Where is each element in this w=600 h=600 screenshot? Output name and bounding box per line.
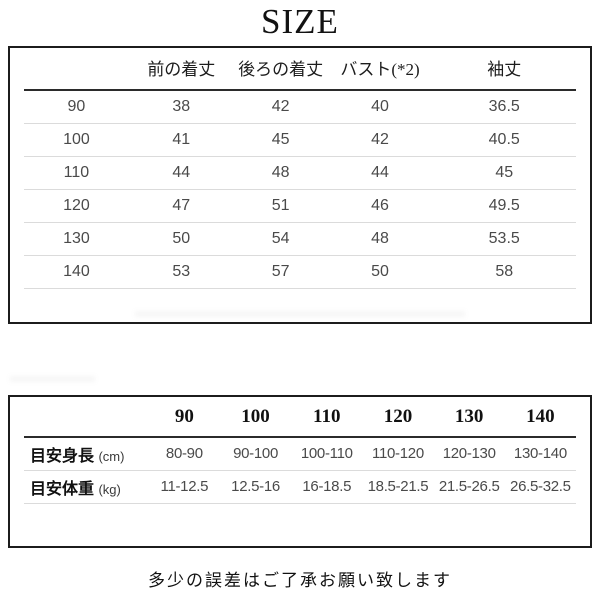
table-cell: 12.5-16 [219,470,292,504]
table-cell: 53 [128,255,234,289]
table-cell: 57 [233,255,328,289]
column-header-bust: バスト(*2) [327,48,433,91]
row-label-unit: (kg) [98,481,121,497]
table-cell: 47 [128,189,234,223]
table-row: 130 50 54 48 53.5 [24,222,576,256]
table-cell: 120-130 [433,437,505,471]
table-cell: 40.5 [432,123,576,157]
table-cell: 51 [233,189,328,223]
fit-guide-table-box: 90 100 110 120 130 140 目安身長 (cm) 80-90 9… [8,395,592,548]
table-cell: 110-120 [362,437,434,471]
table-cell: 48 [327,222,433,256]
table-cell: 53.5 [432,222,576,256]
table-row: 110 44 48 44 45 [24,156,576,190]
table-cell: 45 [233,123,328,157]
row-size-cell: 140 [24,255,129,289]
table-cell: 41 [128,123,234,157]
watermark-smudge [10,376,95,382]
column-header-120: 120 [362,397,434,438]
table-cell: 54 [233,222,328,256]
table-row: 目安身長 (cm) 80-90 90-100 100-110 110-120 1… [24,437,576,471]
table-row: 120 47 51 46 49.5 [24,189,576,223]
row-size-cell: 90 [24,90,129,124]
table-cell: 40 [327,90,433,124]
column-header-front-length: 前の着丈 [128,48,234,91]
table-cell: 18.5-21.5 [362,470,434,504]
table-cell: 38 [128,90,234,124]
table-row: 90 38 42 40 36.5 [24,90,576,124]
column-header-130: 130 [433,397,505,438]
measurement-table-box: 前の着丈 後ろの着丈 バスト(*2) 袖丈 90 38 42 40 36.5 1… [8,46,592,324]
table-cell: 36.5 [432,90,576,124]
row-size-cell: 130 [24,222,129,256]
row-label-height: 目安身長 (cm) [24,437,149,471]
table-cell: 16-18.5 [291,470,363,504]
column-header-110: 110 [291,397,363,438]
column-header-back-length: 後ろの着丈 [233,48,328,91]
page-title: SIZE [261,2,339,41]
table-cell: 21.5-26.5 [433,470,505,504]
table-cell: 100-110 [291,437,363,471]
table-cell: 80-90 [148,437,220,471]
column-header-sleeve: 袖丈 [432,48,576,91]
table-cell: 11-12.5 [148,470,220,504]
table-row: 目安体重 (kg) 11-12.5 12.5-16 16-18.5 18.5-2… [24,470,576,504]
column-header-140: 140 [504,397,576,438]
row-label-weight: 目安体重 (kg) [24,470,149,504]
disclaimer-note: 多少の誤差はご了承お願い致します [148,571,452,590]
table-cell: 50 [327,255,433,289]
column-header-size [24,48,129,91]
table-cell: 45 [432,156,576,190]
table-row: 140 53 57 50 58 [24,255,576,289]
table-cell: 130-140 [504,437,576,471]
table-cell: 44 [128,156,234,190]
measurement-header-row: 前の着丈 後ろの着丈 バスト(*2) 袖丈 [24,48,576,91]
column-header-blank [24,397,149,438]
table-cell: 42 [327,123,433,157]
table-row: 100 41 45 42 40.5 [24,123,576,157]
fit-guide-table: 90 100 110 120 130 140 目安身長 (cm) 80-90 9… [24,397,576,504]
table-cell: 46 [327,189,433,223]
table-cell: 44 [327,156,433,190]
row-label-text: 目安体重 [30,480,95,498]
table-cell: 49.5 [432,189,576,223]
column-header-90: 90 [148,397,220,438]
column-header-100: 100 [219,397,292,438]
table-cell: 26.5-32.5 [504,470,576,504]
row-size-cell: 100 [24,123,129,157]
measurement-table: 前の着丈 後ろの着丈 バスト(*2) 袖丈 90 38 42 40 36.5 1… [24,48,576,289]
row-label-text: 目安身長 [30,447,95,465]
fit-header-row: 90 100 110 120 130 140 [24,397,576,438]
table-cell: 90-100 [219,437,292,471]
table-cell: 50 [128,222,234,256]
table-cell: 48 [233,156,328,190]
table-cell: 58 [432,255,576,289]
row-size-cell: 110 [24,156,129,190]
table-cell: 42 [233,90,328,124]
row-size-cell: 120 [24,189,129,223]
row-label-unit: (cm) [98,448,125,464]
